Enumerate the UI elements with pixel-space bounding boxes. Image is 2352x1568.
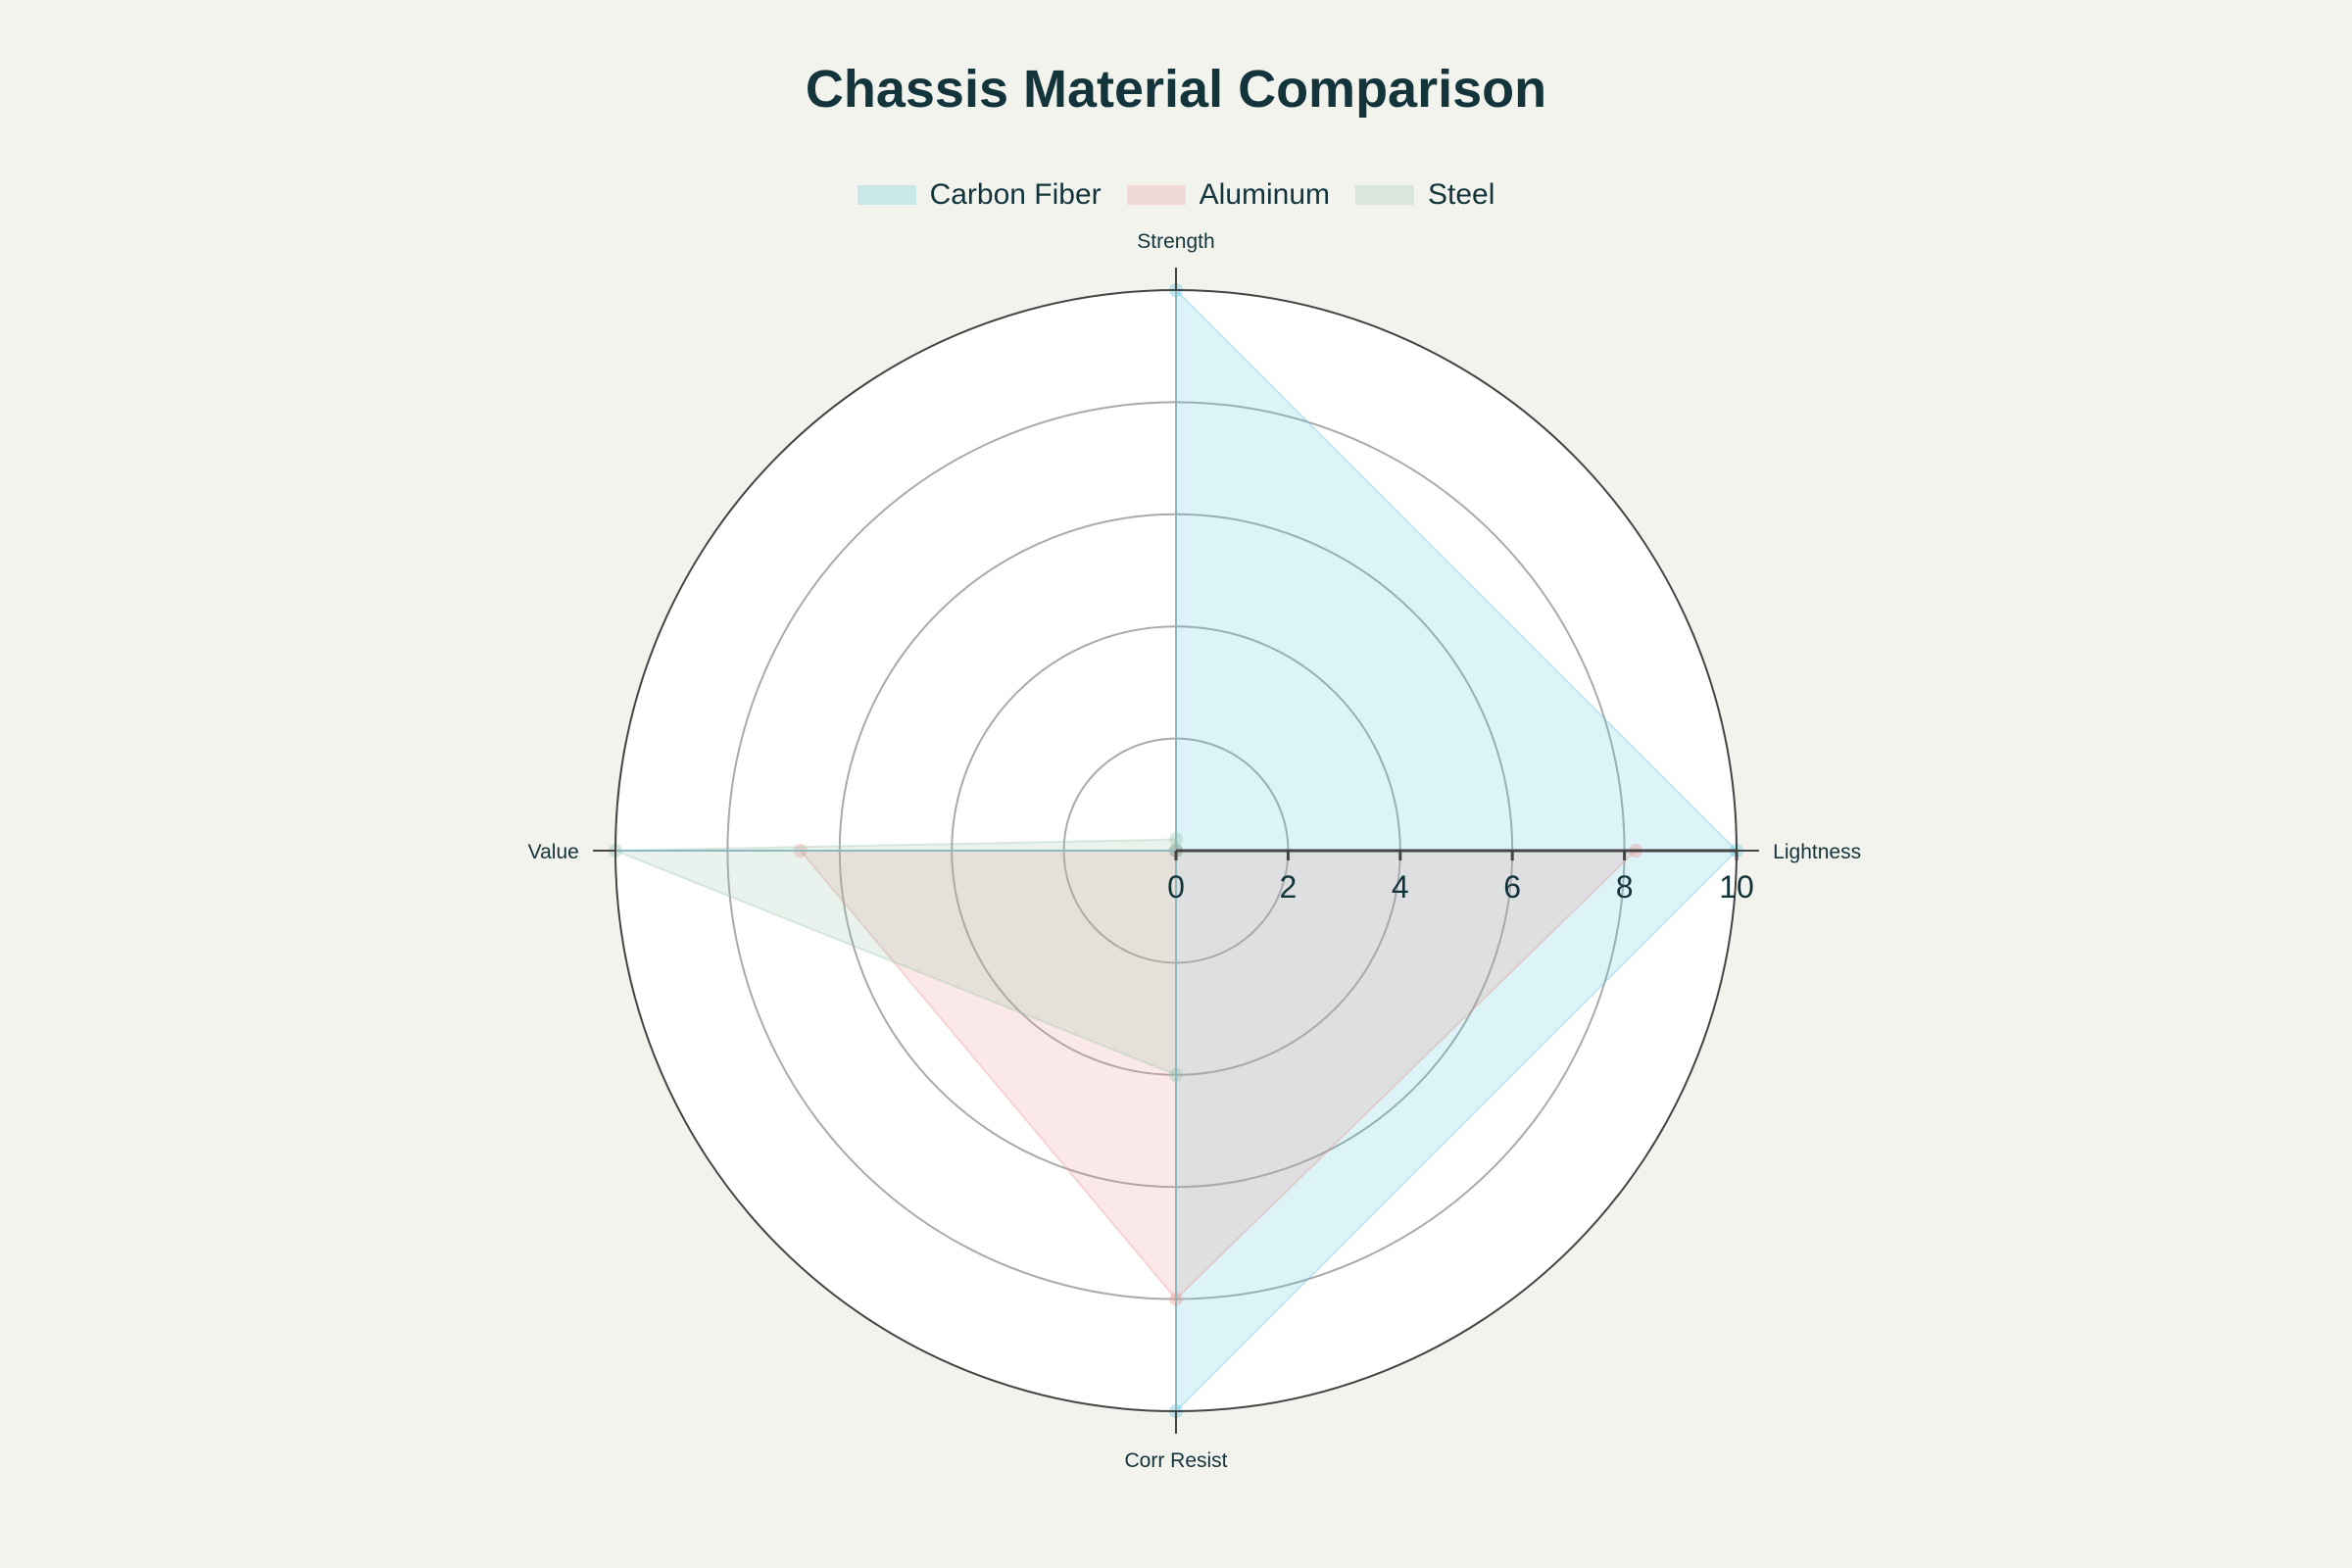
radial-tick-label: 0 bbox=[1167, 869, 1185, 905]
legend-item-steel[interactable]: Steel bbox=[1355, 178, 1494, 212]
chart-title: Chassis Material Comparison bbox=[805, 60, 1547, 119]
legend-item-carbon-fiber[interactable]: Carbon Fiber bbox=[857, 178, 1102, 212]
axis-label-lightness: Lightness bbox=[1773, 841, 1861, 863]
legend-swatch bbox=[857, 185, 916, 205]
radial-tick-label: 4 bbox=[1392, 869, 1409, 905]
radial-tick-label: 2 bbox=[1280, 869, 1298, 905]
radial-tick-label: 10 bbox=[1719, 869, 1754, 905]
axis-label-strength: Strength bbox=[1137, 230, 1214, 253]
radial-tick-label: 8 bbox=[1616, 869, 1634, 905]
axis-label-value: Value bbox=[528, 841, 579, 863]
radial-tick-label: 6 bbox=[1503, 869, 1521, 905]
legend-label: Steel bbox=[1428, 178, 1495, 211]
legend-label: Aluminum bbox=[1199, 178, 1331, 211]
legend-swatch bbox=[1126, 185, 1186, 205]
legend-item-aluminum[interactable]: Aluminum bbox=[1126, 178, 1331, 212]
legend-swatch bbox=[1355, 185, 1415, 205]
axis-label-corr-resist: Corr Resist bbox=[1124, 1449, 1227, 1472]
legend-label: Carbon Fiber bbox=[929, 178, 1102, 211]
legend: Carbon Fiber Aluminum Steel bbox=[0, 178, 2352, 212]
